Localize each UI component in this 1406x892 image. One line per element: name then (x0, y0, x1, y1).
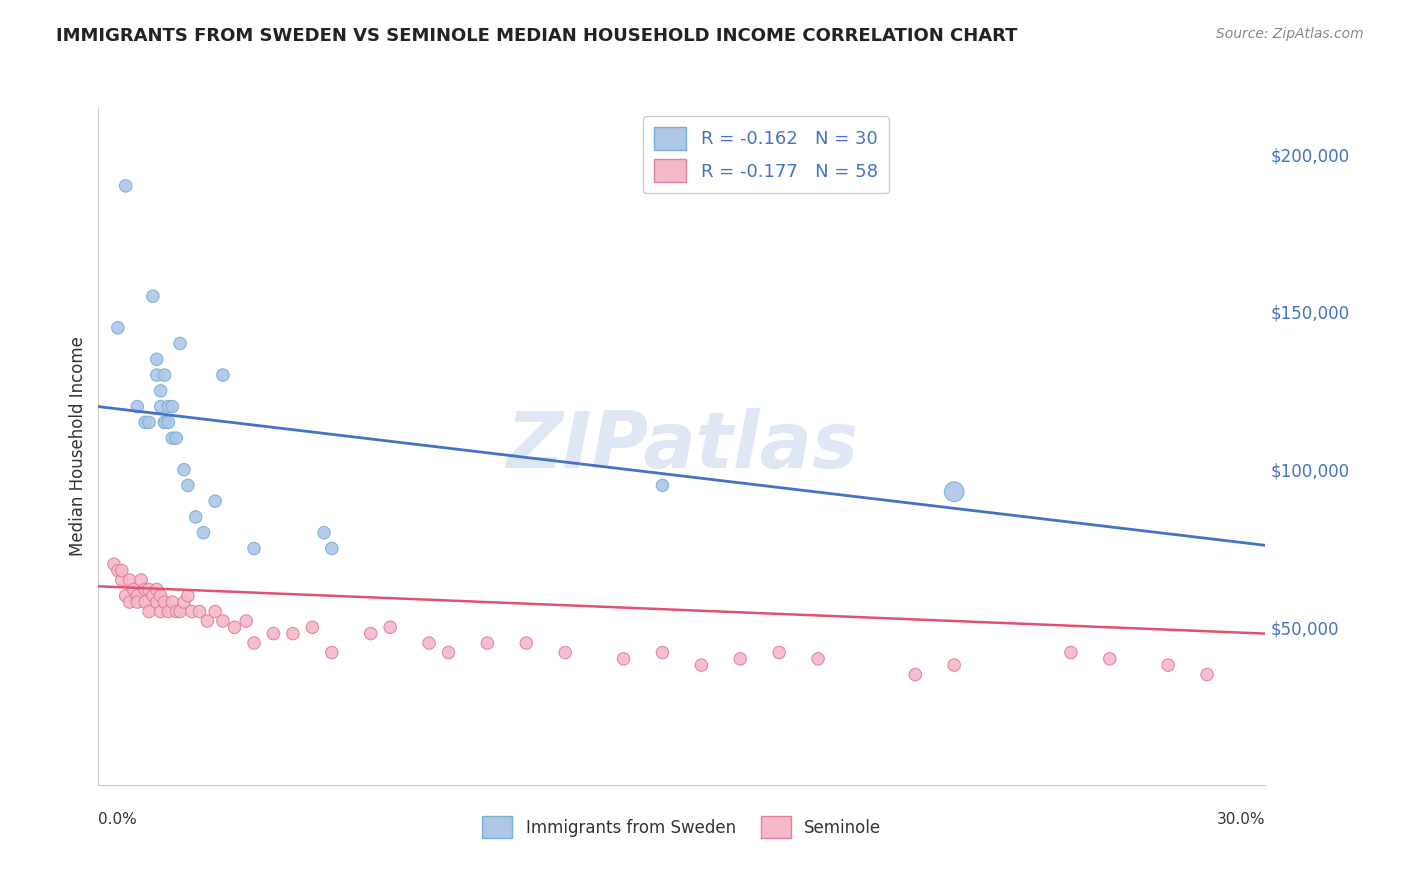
Point (149, 400, 172, 414)
Point (554, 646, 576, 660)
Text: ZIPatlas: ZIPatlas (506, 408, 858, 484)
Point (153, 368, 176, 382)
Point (146, 352, 169, 367)
Point (127, 595, 149, 609)
Point (613, 652, 636, 666)
Point (118, 573, 141, 587)
Point (904, 667, 927, 681)
Point (1060, 646, 1083, 660)
Y-axis label: Median Household Income: Median Household Income (69, 336, 87, 556)
Text: IMMIGRANTS FROM SWEDEN VS SEMINOLE MEDIAN HOUSEHOLD INCOME CORRELATION CHART: IMMIGRANTS FROM SWEDEN VS SEMINOLE MEDIA… (56, 27, 1018, 45)
Point (177, 589, 200, 603)
Point (437, 646, 460, 660)
Point (224, 620, 246, 634)
Point (165, 605, 187, 619)
Point (195, 614, 218, 628)
Point (177, 478, 200, 492)
Point (730, 652, 752, 666)
Point (184, 510, 207, 524)
Point (153, 415, 176, 429)
Point (134, 582, 156, 597)
Point (243, 636, 266, 650)
Point (243, 541, 266, 556)
Point (107, 320, 129, 334)
Point (301, 620, 323, 634)
Point (169, 336, 191, 351)
Point (193, 525, 215, 540)
Point (418, 636, 440, 650)
Point (204, 605, 226, 619)
Point (321, 646, 343, 660)
Point (169, 605, 191, 619)
Point (768, 646, 790, 660)
Point (943, 484, 966, 499)
Point (149, 589, 172, 603)
Point (943, 658, 966, 673)
Point (173, 595, 195, 609)
Point (146, 582, 169, 597)
Point (162, 595, 184, 609)
Point (690, 658, 713, 673)
Point (149, 605, 172, 619)
Point (111, 573, 134, 587)
Text: 0.0%: 0.0% (98, 812, 138, 827)
Point (173, 463, 195, 477)
Point (651, 478, 673, 492)
Point (157, 400, 180, 414)
Point (138, 582, 160, 597)
Point (146, 595, 169, 609)
Point (204, 494, 226, 508)
Point (515, 636, 537, 650)
Point (138, 415, 160, 429)
Point (1098, 652, 1121, 666)
Point (129, 573, 152, 587)
Point (122, 582, 145, 597)
Point (312, 525, 335, 540)
Point (153, 415, 176, 429)
Point (162, 400, 184, 414)
Point (1157, 658, 1180, 673)
Point (807, 652, 830, 666)
Point (157, 605, 180, 619)
Point (380, 620, 402, 634)
Point (235, 614, 257, 628)
Point (146, 368, 169, 382)
Point (162, 431, 184, 445)
Point (477, 636, 499, 650)
Point (651, 646, 673, 660)
Text: 30.0%: 30.0% (1218, 812, 1265, 827)
Point (188, 605, 211, 619)
Point (142, 589, 165, 603)
Point (107, 564, 129, 578)
Point (118, 595, 141, 609)
Point (153, 595, 176, 609)
Point (134, 595, 156, 609)
Point (127, 589, 149, 603)
Point (212, 614, 235, 628)
Point (321, 541, 343, 556)
Point (281, 626, 304, 640)
Point (138, 605, 160, 619)
Point (111, 564, 134, 578)
Point (1195, 667, 1218, 681)
Point (149, 384, 172, 398)
Text: Source: ZipAtlas.com: Source: ZipAtlas.com (1216, 27, 1364, 41)
Point (165, 431, 187, 445)
Point (142, 289, 165, 303)
Point (212, 368, 235, 382)
Point (114, 178, 136, 193)
Point (114, 589, 136, 603)
Point (180, 605, 202, 619)
Point (360, 626, 382, 640)
Point (103, 558, 125, 572)
Point (157, 415, 180, 429)
Point (134, 415, 156, 429)
Point (127, 400, 149, 414)
Legend: Immigrants from Sweden, Seminole: Immigrants from Sweden, Seminole (475, 810, 889, 845)
Point (262, 626, 284, 640)
